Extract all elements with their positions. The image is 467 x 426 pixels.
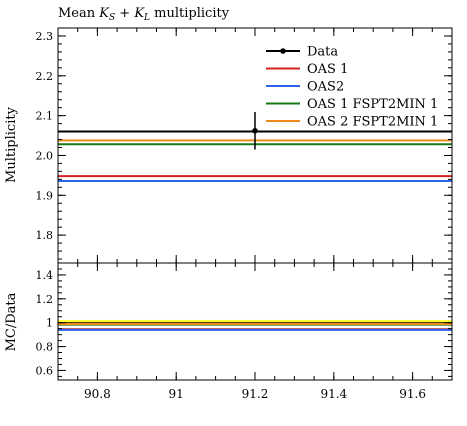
main-y-tick-label: 2.3: [36, 30, 54, 43]
x-tick-label: 91.6: [399, 387, 426, 401]
ratio-y-tick-label: 0.8: [36, 341, 54, 354]
x-axis: 90.8 91 91.2 91.4 91.6: [84, 387, 426, 401]
x-tick-label: 90.8: [84, 387, 111, 401]
main-y-tick-label: 2.1: [36, 110, 54, 123]
ratio-y-tick-label: 1.2: [36, 293, 54, 306]
legend-marker-data: [280, 48, 286, 54]
legend-label-oas-1-fspt2min-1: OAS 1 FSPT2MIN 1: [307, 97, 438, 112]
x-tick-label: 91.2: [242, 387, 269, 401]
legend-label-oas-2-fspt2min-1: OAS 2 FSPT2MIN 1: [307, 115, 438, 130]
data-point: [252, 127, 258, 134]
chart-title: Mean KS + KL multiplicity: [58, 6, 230, 23]
main-y-tick-label: 2.0: [36, 149, 54, 162]
ratio-y-tick-label: 1: [46, 317, 53, 330]
ratio-y-tick-label: 1.4: [36, 269, 54, 282]
main-panel: 1.8 1.9 2.0 2.1 2.2 2.3 Data OAS 1 OAS2 OAS 1 FS…: [36, 27, 453, 264]
ratio-plot-frame: [57, 262, 453, 381]
ratio-y-axis-label: MC/Data: [4, 292, 19, 351]
legend-label-data: Data: [307, 45, 338, 60]
legend: Data OAS 1 OAS2 OAS 1 FSPT2MIN 1 OAS 2 FSPT2…: [266, 45, 438, 130]
main-y-tick-label: 1.8: [36, 229, 54, 242]
legend-label-oas2: OAS2: [307, 80, 344, 95]
ratio-panel: 0.6 0.8 1 1.2 1.4: [36, 262, 453, 381]
x-tick-label: 91: [169, 387, 184, 401]
legend-label-oas-1: OAS 1: [307, 62, 348, 77]
ratio-y-tick-label: 0.6: [36, 364, 54, 377]
main-y-axis-label: Multiplicity: [4, 106, 19, 183]
main-y-tick-label: 2.2: [36, 70, 54, 83]
main-y-tick-label: 1.9: [36, 189, 54, 202]
x-tick-label: 91.4: [320, 387, 347, 401]
